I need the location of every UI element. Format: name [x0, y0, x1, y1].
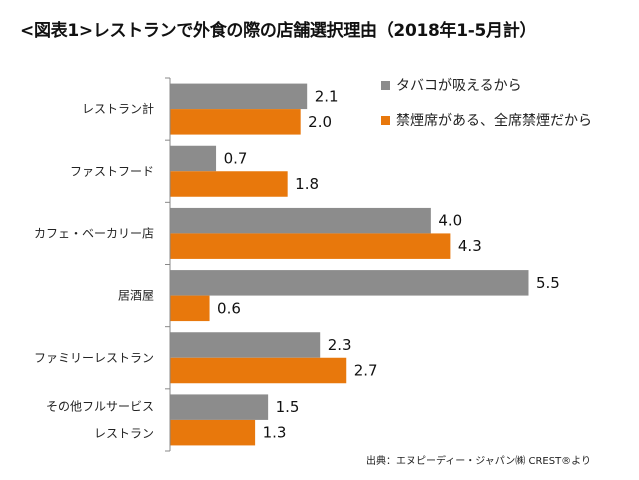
- legend-item-nonsmoking: 禁煙席がある、全席禁煙だから: [381, 111, 592, 129]
- data-label: 2.1: [315, 87, 339, 105]
- category-label: 居酒屋: [118, 289, 154, 303]
- data-label: 4.3: [458, 237, 482, 255]
- data-label: 5.5: [536, 274, 560, 292]
- bar-nonsmoking: [170, 233, 451, 259]
- bar-smoking: [170, 207, 431, 234]
- legend-label-smoking: タバコが吸えるから: [396, 78, 522, 94]
- bar-smoking: [170, 394, 269, 420]
- legend-swatch-smoking: [381, 80, 390, 90]
- data-label: 0.6: [217, 299, 241, 317]
- bar-nonsmoking: [170, 295, 210, 322]
- category-label: レストラン: [94, 426, 154, 440]
- bar-smoking: [170, 270, 529, 296]
- bar-smoking: [170, 83, 308, 110]
- chart-title: <図表1>レストランで外食の際の店舗選択理由（2018年1-5月計）: [20, 21, 537, 41]
- bar-nonsmoking: [170, 419, 256, 446]
- data-label: 0.7: [224, 150, 248, 168]
- bar-smoking: [170, 145, 217, 172]
- data-label: 2.7: [354, 362, 378, 380]
- category-label: ファストフード: [70, 164, 154, 178]
- data-label: 2.3: [328, 336, 352, 354]
- legend-swatch-nonsmoking: [381, 115, 390, 125]
- data-label: 4.0: [438, 212, 462, 230]
- bar-nonsmoking: [170, 171, 288, 197]
- data-label: 2.0: [308, 113, 332, 131]
- bar-smoking: [170, 332, 321, 358]
- data-label: 1.8: [295, 175, 319, 193]
- legend-item-smoking: タバコが吸えるから: [381, 76, 592, 94]
- data-label: 1.3: [263, 424, 287, 442]
- bar-nonsmoking: [170, 357, 347, 384]
- data-label: 1.5: [276, 398, 300, 416]
- category-label: ファミリーレストラン: [34, 351, 154, 365]
- category-label: レストラン計: [82, 101, 154, 116]
- legend-label-nonsmoking: 禁煙席がある、全席禁煙だから: [396, 113, 592, 129]
- bar-nonsmoking: [170, 109, 301, 135]
- legend: タバコが吸えるから 禁煙席がある、全席禁煙だから: [381, 76, 592, 146]
- category-label: その他フルサービス: [46, 399, 154, 413]
- category-label: カフェ・ベーカリー店: [34, 226, 154, 240]
- source-note: 出典：エヌピーディー・ジャパン㈱ CREST®より: [366, 456, 591, 467]
